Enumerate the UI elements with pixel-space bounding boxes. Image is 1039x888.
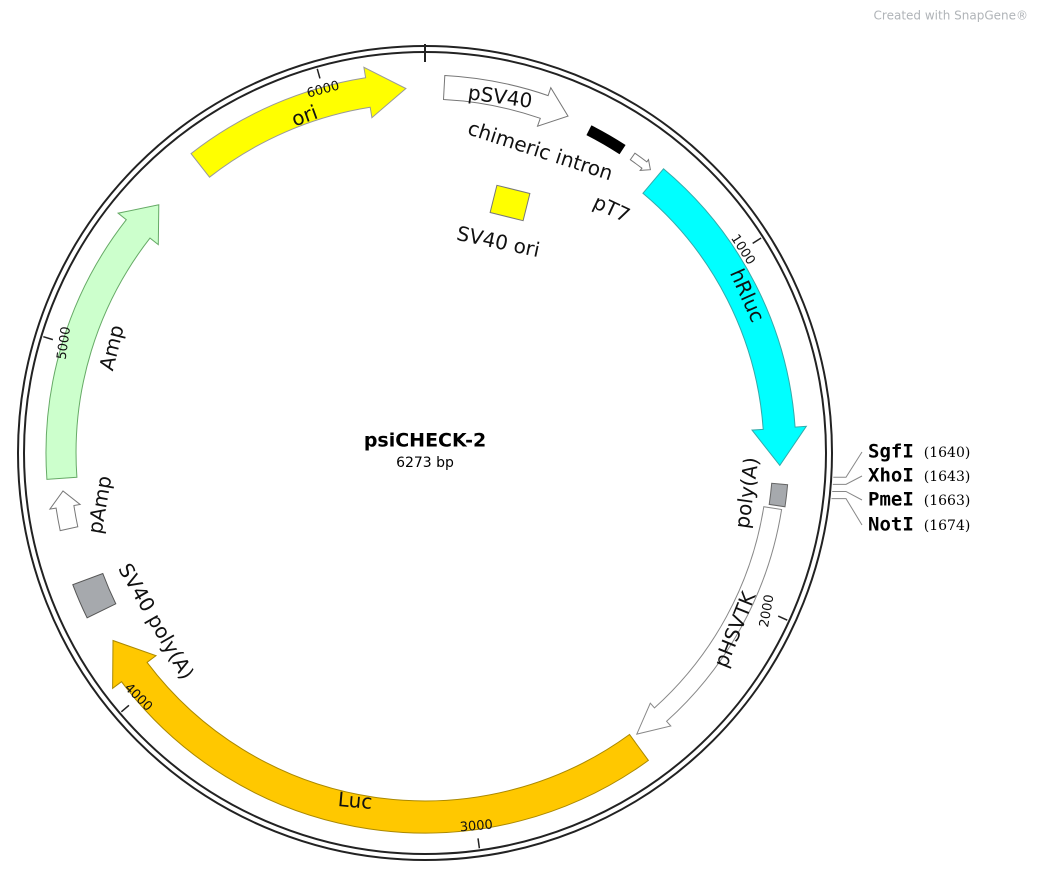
tick-label: 3000	[459, 818, 493, 836]
site-position: (1643)	[924, 469, 971, 485]
feature-arrow	[629, 152, 651, 171]
feature-arrow	[768, 482, 789, 508]
feature-label: Luc	[337, 787, 373, 814]
tick-mark	[752, 237, 762, 244]
feature-arrow	[190, 66, 407, 178]
plasmid-length: 6273 bp	[396, 455, 454, 471]
tick-mark	[120, 704, 130, 713]
feature-label: Amp	[94, 322, 128, 372]
feature-arrow	[112, 639, 650, 834]
site-position: (1674)	[924, 518, 971, 534]
feature-label: SV40 ori	[455, 221, 542, 262]
feature-arrow	[48, 490, 82, 532]
feature-arrow	[586, 125, 626, 155]
watermark: Created with SnapGene®	[874, 9, 1028, 23]
tick-mark	[477, 838, 481, 849]
tick-label: 5000	[55, 326, 74, 361]
feature-label: pHSVTK	[709, 587, 761, 670]
backbone-inner	[23, 51, 827, 855]
plasmid-name: psiCHECK-2	[364, 430, 486, 452]
feature-arrow	[635, 506, 783, 735]
sv40-ori-box	[489, 184, 531, 222]
site-name: XhoI	[868, 465, 914, 487]
site-name: NotI	[868, 514, 914, 536]
site-position: (1640)	[924, 445, 971, 461]
site-name: PmeI	[868, 489, 914, 511]
feature-arrow	[72, 572, 117, 619]
site-line	[831, 498, 863, 526]
tick-mark	[316, 68, 321, 79]
site-name: SgfI	[868, 441, 914, 463]
tick-mark	[43, 335, 54, 341]
feature-label: pAmp	[83, 474, 117, 536]
tick-label: 2000	[757, 593, 778, 628]
site-position: (1663)	[924, 493, 971, 509]
feature-label: pT7	[590, 190, 634, 228]
feature-label: pSV40	[467, 80, 534, 113]
feature-arrow	[442, 74, 569, 127]
site-line	[832, 475, 863, 485]
backbone-outer	[17, 45, 833, 861]
site-line	[832, 490, 863, 501]
feature-arrow	[642, 168, 808, 467]
feature-label: poly(A)	[730, 456, 764, 530]
site-line	[833, 451, 863, 478]
tick-mark	[777, 615, 788, 621]
feature-arrow	[45, 204, 160, 480]
feature-label: chimeric intron	[465, 116, 616, 185]
